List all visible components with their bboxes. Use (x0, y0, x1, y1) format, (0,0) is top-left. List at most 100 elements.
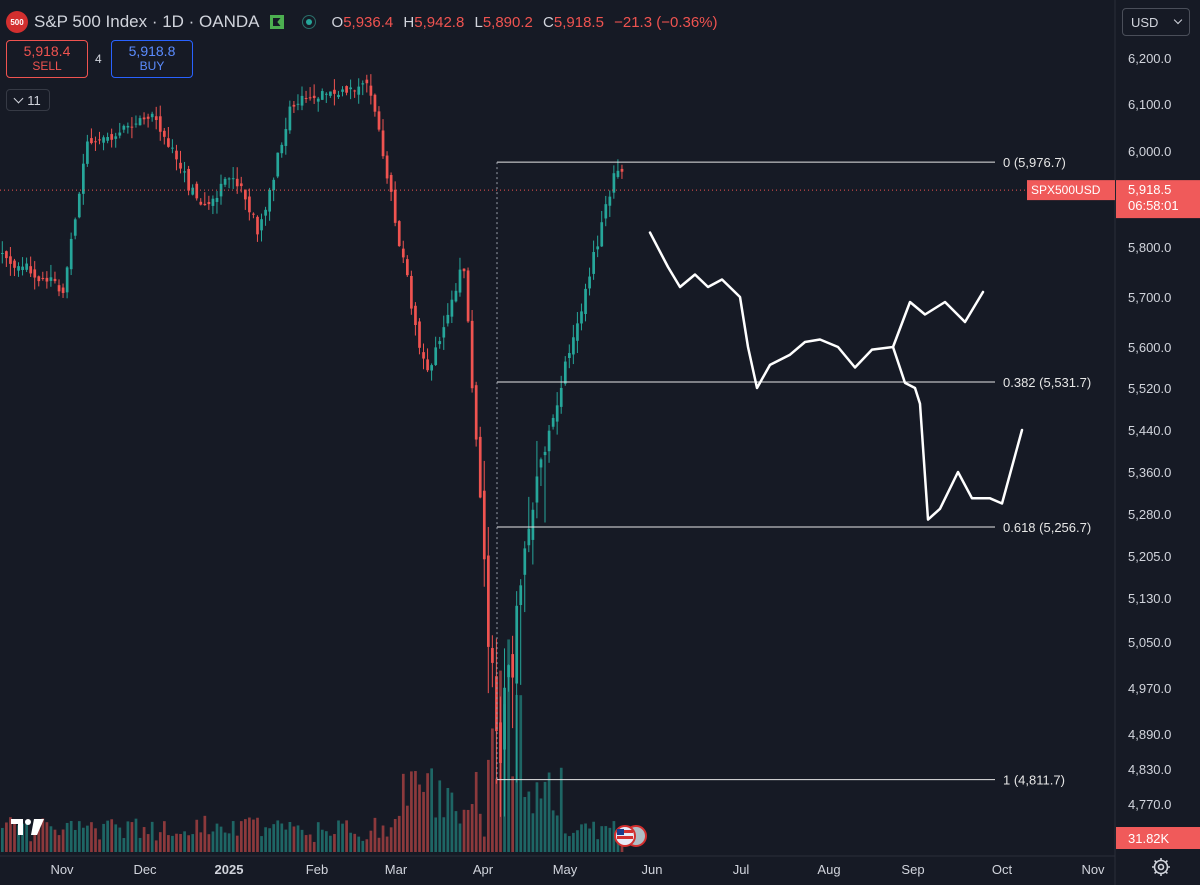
volume-bar (45, 822, 49, 852)
time-tick-label: Oct (992, 862, 1013, 877)
candle-body (555, 405, 559, 422)
volume-bar (438, 780, 442, 852)
flag-icon[interactable] (269, 15, 284, 29)
symbol-logo-icon[interactable]: 500 (6, 11, 28, 33)
candle-body (515, 605, 519, 684)
candle-body (580, 311, 583, 324)
indicators-toggle-button[interactable]: 11 (6, 89, 50, 111)
candle-body (511, 654, 514, 678)
volume-bar (29, 841, 33, 852)
price-tick-label: 5,050.0 (1128, 635, 1171, 650)
fib-retracement[interactable]: 0 (5,976.7) 0.382 (5,531.7) 0.618 (5,256.7… (496, 155, 1091, 788)
fib-label-1: 1 (4,811.7) (1003, 773, 1065, 788)
candle-body (130, 126, 134, 128)
time-tick-label: May (553, 862, 578, 877)
candle-body (458, 269, 462, 293)
symbol-title[interactable]: S&P 500 Index · 1D · OANDA (34, 12, 260, 31)
volume-bar (308, 834, 312, 852)
candle-body (138, 118, 142, 126)
economic-events-icon[interactable] (612, 824, 652, 848)
candle-body (90, 138, 93, 144)
symbol-tag (1027, 180, 1115, 201)
indicator-count: 11 (27, 92, 41, 108)
candle-body (239, 183, 243, 187)
settings-gear-icon[interactable] (1150, 856, 1172, 878)
change-value: −21.3 (−0.36%) (614, 13, 718, 31)
price-axis[interactable]: 6,200.0 6,100.0 6,000.0 5,800.0 5,700.0 5,600… (1128, 51, 1171, 812)
sell-button[interactable]: 5,918.4 SELL (6, 40, 88, 78)
buy-button[interactable]: 5,918.8 BUY (111, 40, 193, 78)
candle-body (543, 451, 547, 456)
volume-bar (600, 826, 604, 852)
volume-bar (381, 825, 385, 852)
currency-select[interactable]: USD (1122, 8, 1190, 36)
candle-body (495, 676, 498, 732)
candle-body (393, 189, 397, 223)
volume-bar (276, 820, 280, 852)
candle-body (154, 116, 158, 121)
candle-body (596, 246, 600, 250)
time-tick-label: Jul (733, 862, 750, 877)
ohlc-values: O5,936.4 H5,942.8 L5,890.2 C5,918.5 −21.… (332, 14, 718, 31)
candle-body (491, 648, 494, 663)
candle-body (94, 141, 97, 143)
volume-bar (377, 837, 381, 852)
drawn-projection-lines[interactable] (648, 231, 1024, 521)
volume-bar (256, 817, 259, 852)
tradingview-logo-icon[interactable] (10, 816, 46, 838)
volume-bar (373, 817, 377, 852)
candle-body (535, 476, 539, 503)
candle-body (519, 585, 523, 606)
status-dot-icon[interactable] (301, 15, 316, 29)
projection-path-a[interactable] (648, 231, 985, 390)
candle-body (57, 285, 61, 292)
candle-body (175, 150, 178, 160)
candle-body (381, 130, 385, 157)
volume-bar (260, 836, 263, 852)
volume-bar (604, 826, 608, 852)
volume-bar (122, 838, 126, 852)
candle-body (13, 260, 16, 268)
volume-bar (551, 810, 555, 852)
low-label: L (474, 13, 483, 31)
candle-body (341, 89, 344, 92)
time-tick-label: 2025 (215, 862, 244, 877)
price-tick-label: 5,130.0 (1128, 591, 1171, 606)
volume-bar (110, 819, 114, 852)
volume-bar (349, 832, 352, 852)
time-axis[interactable]: Nov Dec 2025 Feb Mar Apr May Jun Jul Aug Sep Oct Nov (50, 862, 1105, 877)
candle-body (478, 436, 482, 498)
time-tick-label: Dec (133, 862, 157, 877)
volume-bar (426, 773, 429, 852)
volume-bar (596, 839, 600, 852)
time-tick-label: Apr (473, 862, 494, 877)
candle-body (163, 130, 166, 137)
volume-bar (519, 695, 523, 852)
candle-body (308, 97, 312, 99)
candle-body (77, 193, 81, 218)
price-tick-label: 5,440.0 (1128, 423, 1171, 438)
bar-countdown: 06:58:01 (1128, 198, 1179, 213)
symbol-header[interactable]: 500 S&P 500 Index · 1D · OANDA O5,936.4 … (6, 10, 718, 34)
volume-bar (49, 826, 53, 852)
volume-bar (175, 833, 178, 852)
price-tick-label: 5,360.0 (1128, 465, 1171, 480)
candle-body (171, 147, 174, 149)
candle-body (406, 259, 409, 276)
volume-bar (446, 787, 450, 852)
volume-bar (329, 835, 332, 852)
candle-body (49, 277, 53, 281)
volume-bar (385, 836, 389, 852)
volume-bar (353, 833, 357, 852)
volume-bar (304, 835, 308, 852)
volume-bar (142, 827, 146, 852)
volume-bar (608, 827, 612, 852)
volume-bar (337, 820, 340, 852)
projection-path-b[interactable] (891, 345, 1024, 521)
candle-body (576, 323, 579, 341)
volume-bar (69, 820, 73, 852)
volume-bar (154, 840, 158, 852)
candle-body (474, 385, 478, 440)
time-tick-label: Aug (817, 862, 840, 877)
